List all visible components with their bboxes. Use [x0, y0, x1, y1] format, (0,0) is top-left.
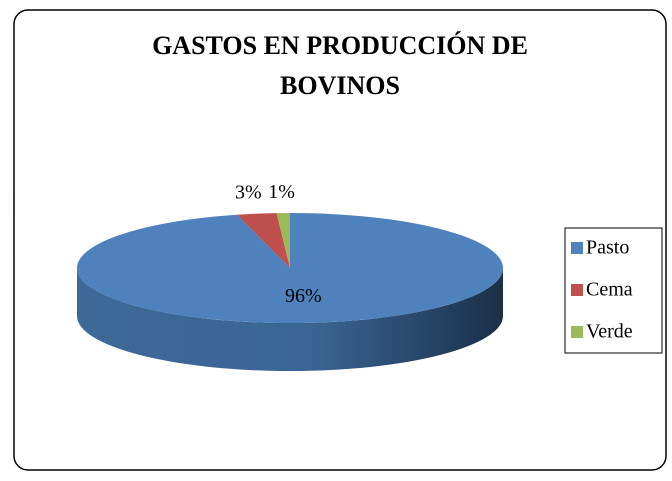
data-label: 96%: [285, 285, 322, 307]
legend-label: Pasto: [586, 237, 629, 259]
legend-swatch: [571, 284, 583, 296]
legend-swatch: [571, 326, 583, 338]
pie-slice: [76, 213, 503, 323]
data-label: 1%: [268, 181, 295, 203]
slice-side: [77, 268, 503, 371]
legend-swatch: [571, 242, 583, 254]
pie-slice: [237, 213, 290, 268]
chart-title: GASTOS EN PRODUCCIÓN DE BOVINOS: [152, 31, 528, 100]
legend-label: Verde: [586, 321, 633, 343]
pie-slice: [276, 213, 290, 268]
data-label: 3%: [235, 182, 262, 204]
legend-label: Cema: [586, 279, 633, 301]
